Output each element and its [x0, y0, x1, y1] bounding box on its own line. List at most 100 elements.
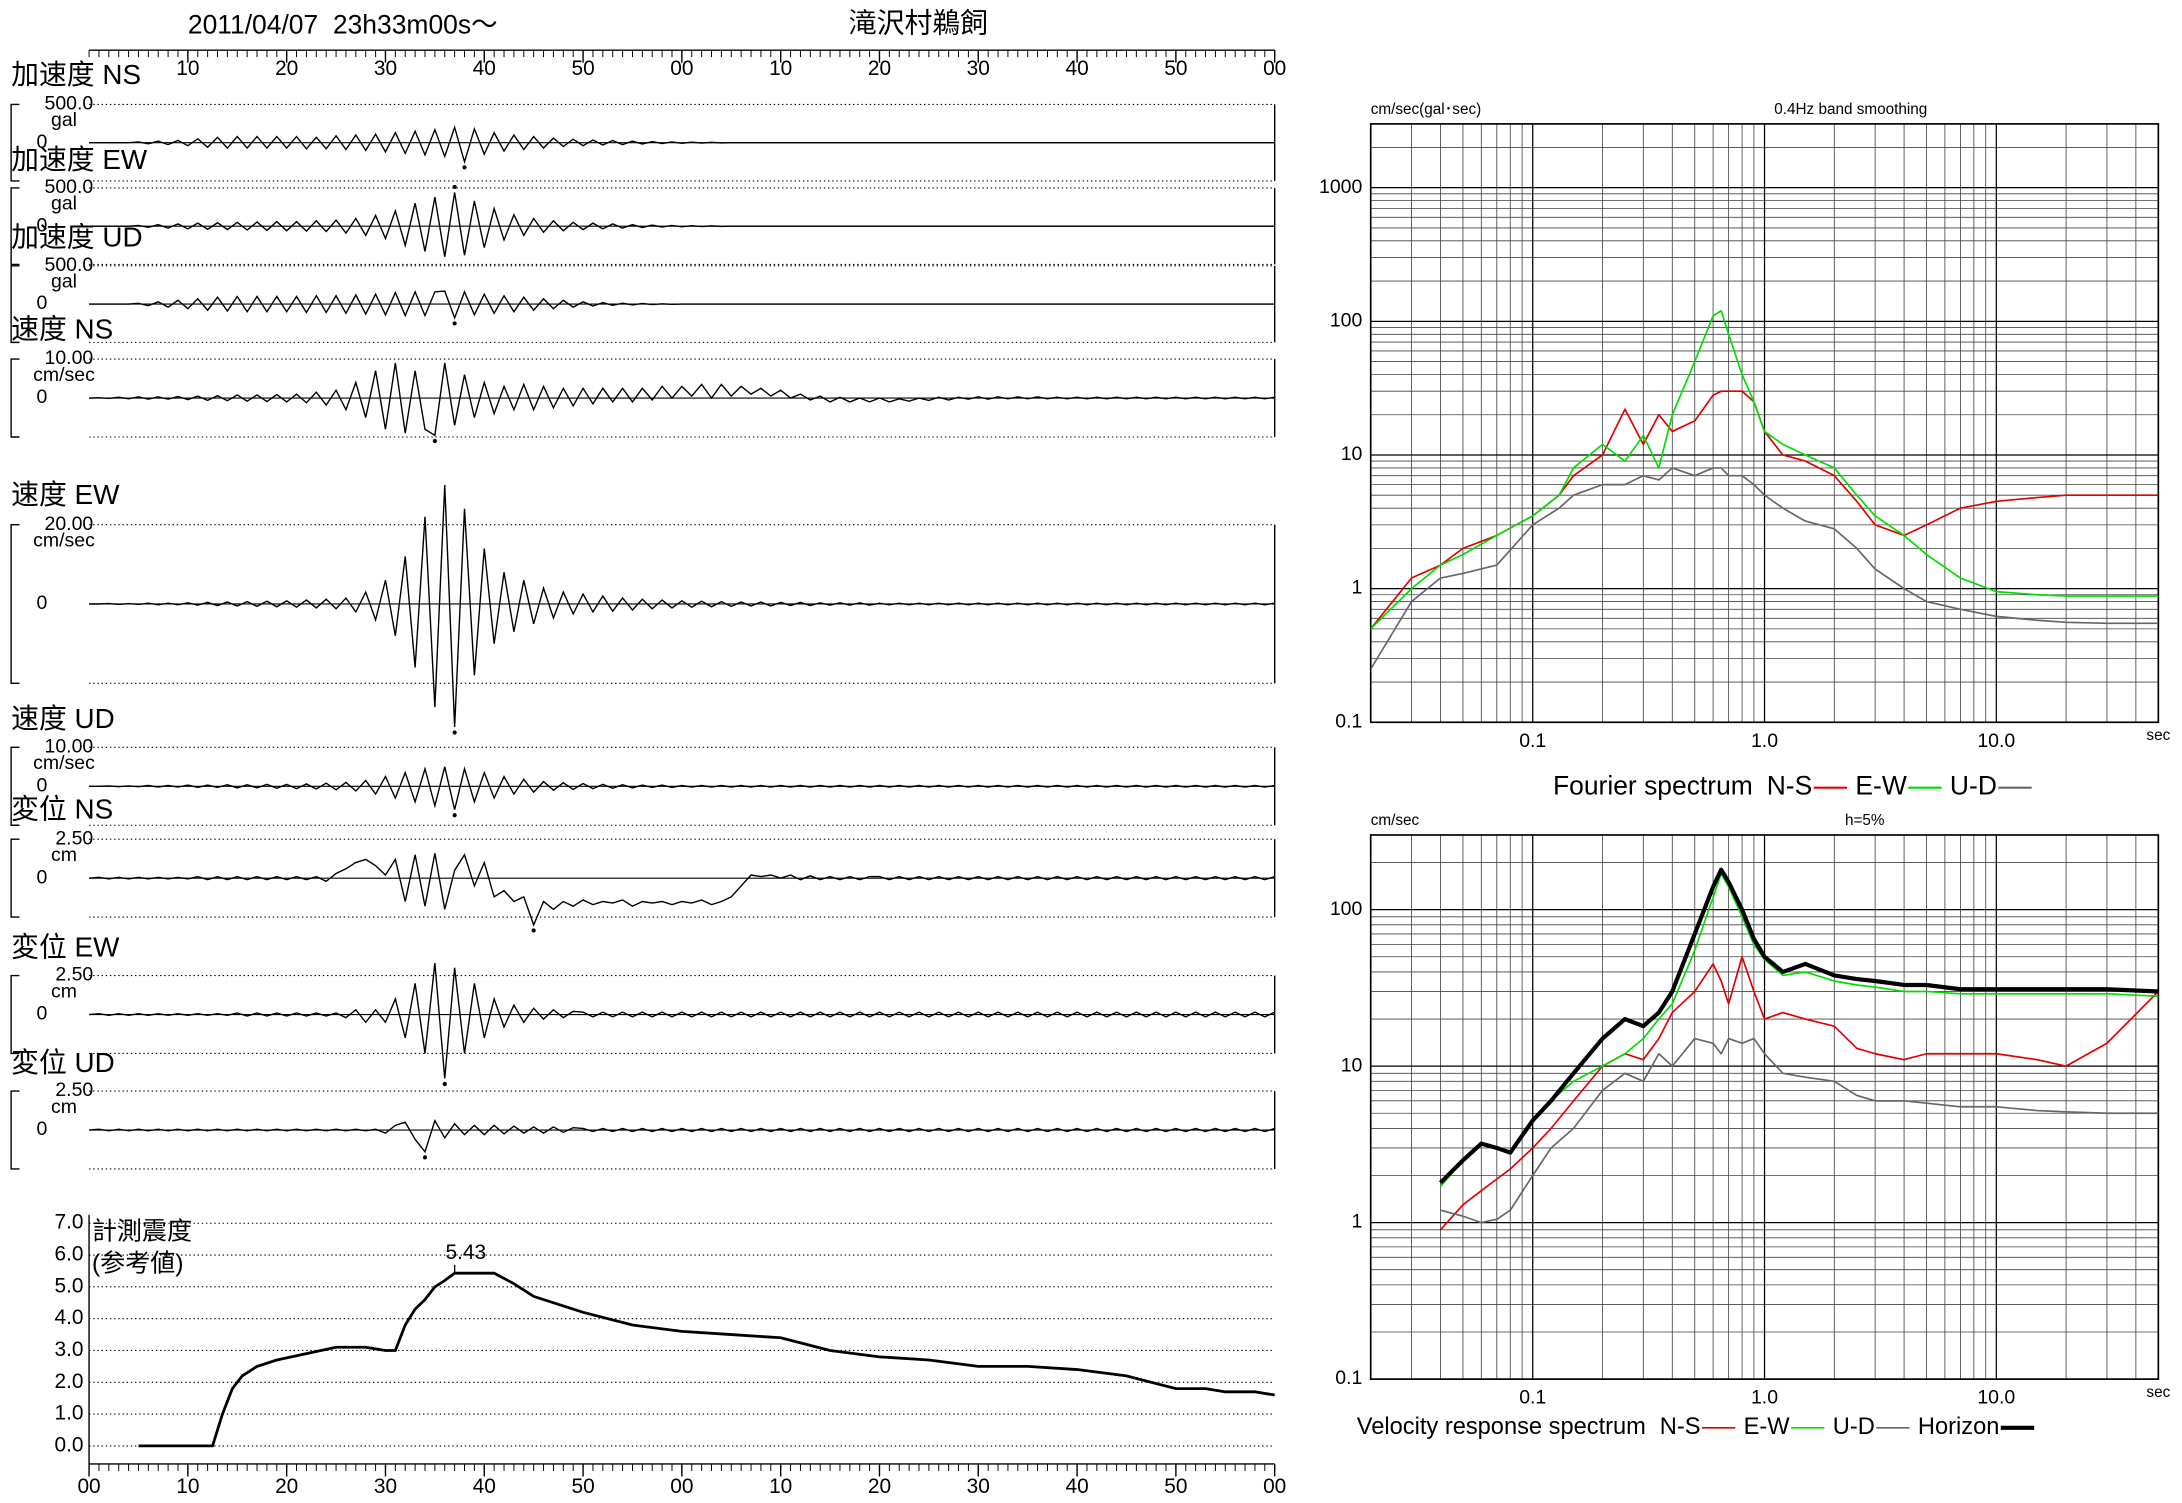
trace-unit: cm/sec [33, 364, 95, 386]
x-tick-label: 10 [769, 57, 792, 80]
y-tick-label: 20.00 [45, 513, 94, 535]
y-axis-title: cm/sec(gal･sec) [1371, 101, 1482, 118]
x-tick-label: 50 [571, 57, 594, 80]
y-tick-label: 2.50 [55, 827, 93, 849]
panel-bracket [10, 358, 20, 438]
plot-frame [1369, 123, 2160, 724]
x-tick-label: 0.1 [1519, 1387, 1546, 1409]
trace-unit: gal [51, 271, 77, 293]
waveform-trace [89, 192, 1275, 257]
peak-marker [432, 438, 437, 444]
peak-marker [462, 165, 467, 170]
y-axis-note: (参考値) [92, 1250, 184, 1278]
panel-bracket [10, 974, 20, 1055]
panel-bracket [10, 187, 20, 266]
y-tick-label: 4.0 [54, 1306, 83, 1329]
waveform-trace [89, 484, 1275, 727]
legend-label: N-S [1660, 1414, 1701, 1440]
x-axis-title: sec [2146, 1384, 2170, 1401]
chart-subtitle: h=5% [1845, 812, 1885, 829]
panel-bracket [10, 265, 20, 344]
x-tick-label: 40 [1065, 1475, 1088, 1498]
panel-bracket [10, 523, 20, 685]
y-tick-label: 0 [36, 292, 47, 314]
y-tick-label: 6.0 [54, 1243, 83, 1266]
x-tick-label: 20 [868, 57, 891, 80]
x-tick-label: 30 [374, 57, 397, 80]
x-tick-label: 00 [1263, 57, 1286, 80]
spectrum-line [1439, 872, 2159, 1188]
panel-bracket [10, 103, 20, 182]
waveform-trace [89, 1118, 1275, 1154]
y-axis-title: 計測震度 [92, 1218, 192, 1246]
x-tick-label: 50 [1164, 57, 1187, 80]
x-tick-label: 10 [176, 1475, 199, 1498]
x-tick-label: 00 [77, 1475, 100, 1498]
y-tick-label: 2.50 [55, 1079, 93, 1101]
trace-title: 加速度 EW [11, 144, 148, 175]
y-tick-label: 3.0 [54, 1338, 83, 1361]
y-tick-label: 10.00 [45, 735, 94, 757]
trace-title: 速度 EW [11, 479, 120, 510]
y-tick-label: 10 [1341, 443, 1363, 465]
y-tick-label: 500.0 [45, 93, 94, 115]
panel-bracket [10, 746, 20, 826]
y-tick-label: 7.0 [54, 1211, 83, 1234]
y-tick-label: 0.0 [54, 1433, 83, 1456]
legend-title: Velocity response spectrum [1357, 1414, 1646, 1440]
x-tick-label: 10 [176, 57, 199, 80]
x-tick-label: 20 [275, 1475, 298, 1498]
y-tick-label: 0 [36, 1118, 47, 1140]
station-name: 滝沢村鵜飼 [849, 7, 988, 38]
legend-label: U-D [1833, 1414, 1875, 1440]
y-tick-label: 0 [36, 592, 47, 614]
peak-marker [531, 928, 536, 933]
x-tick-label: 40 [473, 1475, 496, 1498]
y-tick-label: 0.1 [1335, 1367, 1362, 1389]
spectrum-line [1370, 467, 2159, 670]
y-tick-label: 10 [1341, 1054, 1363, 1076]
y-tick-label: 2.0 [54, 1370, 83, 1393]
x-tick-label: 20 [275, 57, 298, 80]
x-tick-label: 10.0 [1977, 1387, 2015, 1409]
record-time: 2011/04/07 23h33m00s〜 [188, 9, 498, 39]
x-tick-label: 00 [1263, 1475, 1286, 1498]
x-tick-label: 10.0 [1977, 730, 2015, 752]
y-tick-label: 0 [36, 774, 47, 796]
y-tick-label: 1 [1352, 1211, 1363, 1233]
legend-label: Horizon [1918, 1414, 1999, 1440]
x-tick-label: 30 [967, 57, 990, 80]
legend-title: Fourier spectrum [1553, 771, 1753, 801]
x-tick-label: 50 [571, 1475, 594, 1498]
trace-unit: cm [51, 844, 77, 866]
waveform-trace [89, 125, 1275, 165]
y-tick-label: 0 [36, 1003, 47, 1025]
trace-unit: cm/sec [33, 530, 95, 552]
peak-marker [452, 730, 457, 735]
peak-marker [452, 184, 457, 190]
waveform-trace [89, 362, 1275, 437]
peak-marker [452, 813, 457, 818]
x-tick-label: 00 [670, 57, 693, 80]
intensity-line [138, 1271, 1275, 1448]
x-tick-label: 10 [769, 1475, 792, 1498]
plot-frame [1369, 834, 2160, 1380]
x-tick-label: 40 [1065, 57, 1088, 80]
trace-unit: cm [51, 980, 77, 1002]
y-tick-label: 0 [36, 131, 47, 153]
x-tick-label: 30 [967, 1475, 990, 1498]
y-tick-label: 1 [1352, 577, 1363, 599]
waveform-trace [89, 766, 1275, 810]
trace-unit: gal [51, 109, 77, 131]
spectrum-line [1440, 1037, 2159, 1224]
y-tick-label: 10.00 [45, 347, 94, 369]
panel-bracket [10, 838, 20, 918]
y-tick-label: 100 [1330, 309, 1363, 331]
x-tick-label: 30 [374, 1475, 397, 1498]
chart-subtitle: 0.4Hz band smoothing [1774, 101, 1927, 118]
x-tick-label: 40 [473, 57, 496, 80]
y-tick-label: 500.0 [45, 176, 94, 198]
y-axis-title: cm/sec [1371, 812, 1420, 829]
y-tick-label: 500.0 [45, 254, 94, 276]
